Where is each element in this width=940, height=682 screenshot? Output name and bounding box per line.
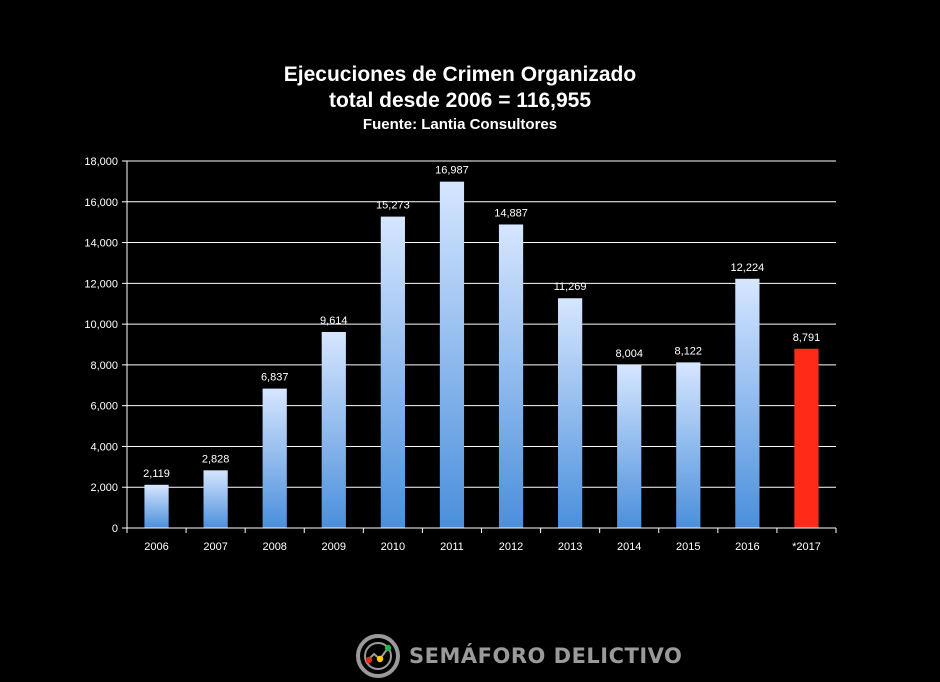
x-tick-label: 2011 [440, 541, 464, 553]
brand-name: SEMÁFORO DELICTIVO [409, 644, 683, 668]
bar-2015 [676, 362, 701, 528]
x-tick-label: 2009 [322, 541, 346, 553]
bar-2012 [498, 224, 524, 528]
bars: 2,119 2,828 6,837 9,614 15,273 16,987 14,887 11… [143, 165, 821, 529]
data-label: 16,987 [435, 165, 469, 177]
x-tick-label: 2012 [499, 541, 523, 553]
x-tick-label: 2007 [203, 541, 227, 553]
data-label: 8,791 [793, 332, 821, 344]
x-tick-label: 2014 [617, 541, 641, 553]
x-tick-label: 2015 [676, 541, 700, 553]
data-label: 2,119 [143, 468, 170, 480]
semaforo-logo-icon [356, 634, 400, 678]
x-tick-label: 2008 [262, 541, 286, 553]
x-tick-label: 2006 [144, 541, 168, 553]
bar-2011 [439, 181, 465, 529]
y-tick-label: 16,000 [84, 197, 118, 209]
bar-2008 [262, 388, 287, 528]
y-axis: 0 2,000 4,000 6,000 8,000 10,000 12,000 14,000 1… [84, 156, 128, 535]
bar-2013 [558, 298, 583, 528]
x-tick-label: 2016 [735, 541, 759, 553]
data-label: 2,828 [202, 453, 230, 465]
data-label: 11,269 [554, 281, 587, 293]
y-tick-label: 12,000 [84, 278, 118, 290]
y-tick-label: 14,000 [84, 238, 118, 250]
y-tick-label: 18,000 [84, 156, 118, 168]
y-tick-label: 8,000 [90, 360, 118, 372]
bar-chart: 0 2,000 4,000 6,000 8,000 10,000 12,000 14,000 1… [84, 156, 837, 553]
data-label: 14,887 [494, 207, 528, 219]
y-tick-label: 2,000 [90, 482, 118, 494]
chart-title-line-1: Ejecuciones de Crimen Organizado [283, 63, 637, 86]
data-label: 12,224 [731, 262, 765, 274]
x-tick-label: *2017 [792, 541, 821, 553]
chart-title-line-2: total desde 2006 = 116,955 [328, 89, 592, 112]
bar-2006 [144, 484, 169, 528]
y-tick-label: 10,000 [84, 319, 118, 331]
y-tick-label: 0 [112, 523, 118, 535]
bar-2010 [380, 216, 405, 528]
y-tick-label: 6,000 [90, 401, 118, 413]
x-tick-label: 2010 [381, 541, 405, 553]
bar-2007 [203, 470, 228, 528]
bar-2014 [617, 364, 642, 528]
bar-2016 [735, 278, 760, 528]
data-label: 6,837 [261, 372, 289, 384]
gridlines [127, 160, 836, 488]
x-tick-label: 2013 [558, 541, 582, 553]
bar-p2017 [794, 348, 819, 528]
data-label: 8,122 [675, 345, 703, 357]
data-label: 15,273 [376, 200, 410, 212]
y-tick-label: 4,000 [90, 441, 118, 453]
chart-title-block: Ejecuciones de Crimen Organizado total d… [0, 62, 920, 136]
data-label: 8,004 [615, 348, 643, 360]
bar-2009 [321, 331, 346, 528]
brand-logo: SEMÁFORO DELICTIVO [355, 632, 682, 680]
data-label: 9,614 [320, 315, 348, 327]
chart-subtitle: Fuente: Lantia Consultores [362, 116, 558, 133]
x-axis: 2006 2007 2008 2009 2010 2011 2012 2013 2014 2015… [126, 527, 837, 553]
